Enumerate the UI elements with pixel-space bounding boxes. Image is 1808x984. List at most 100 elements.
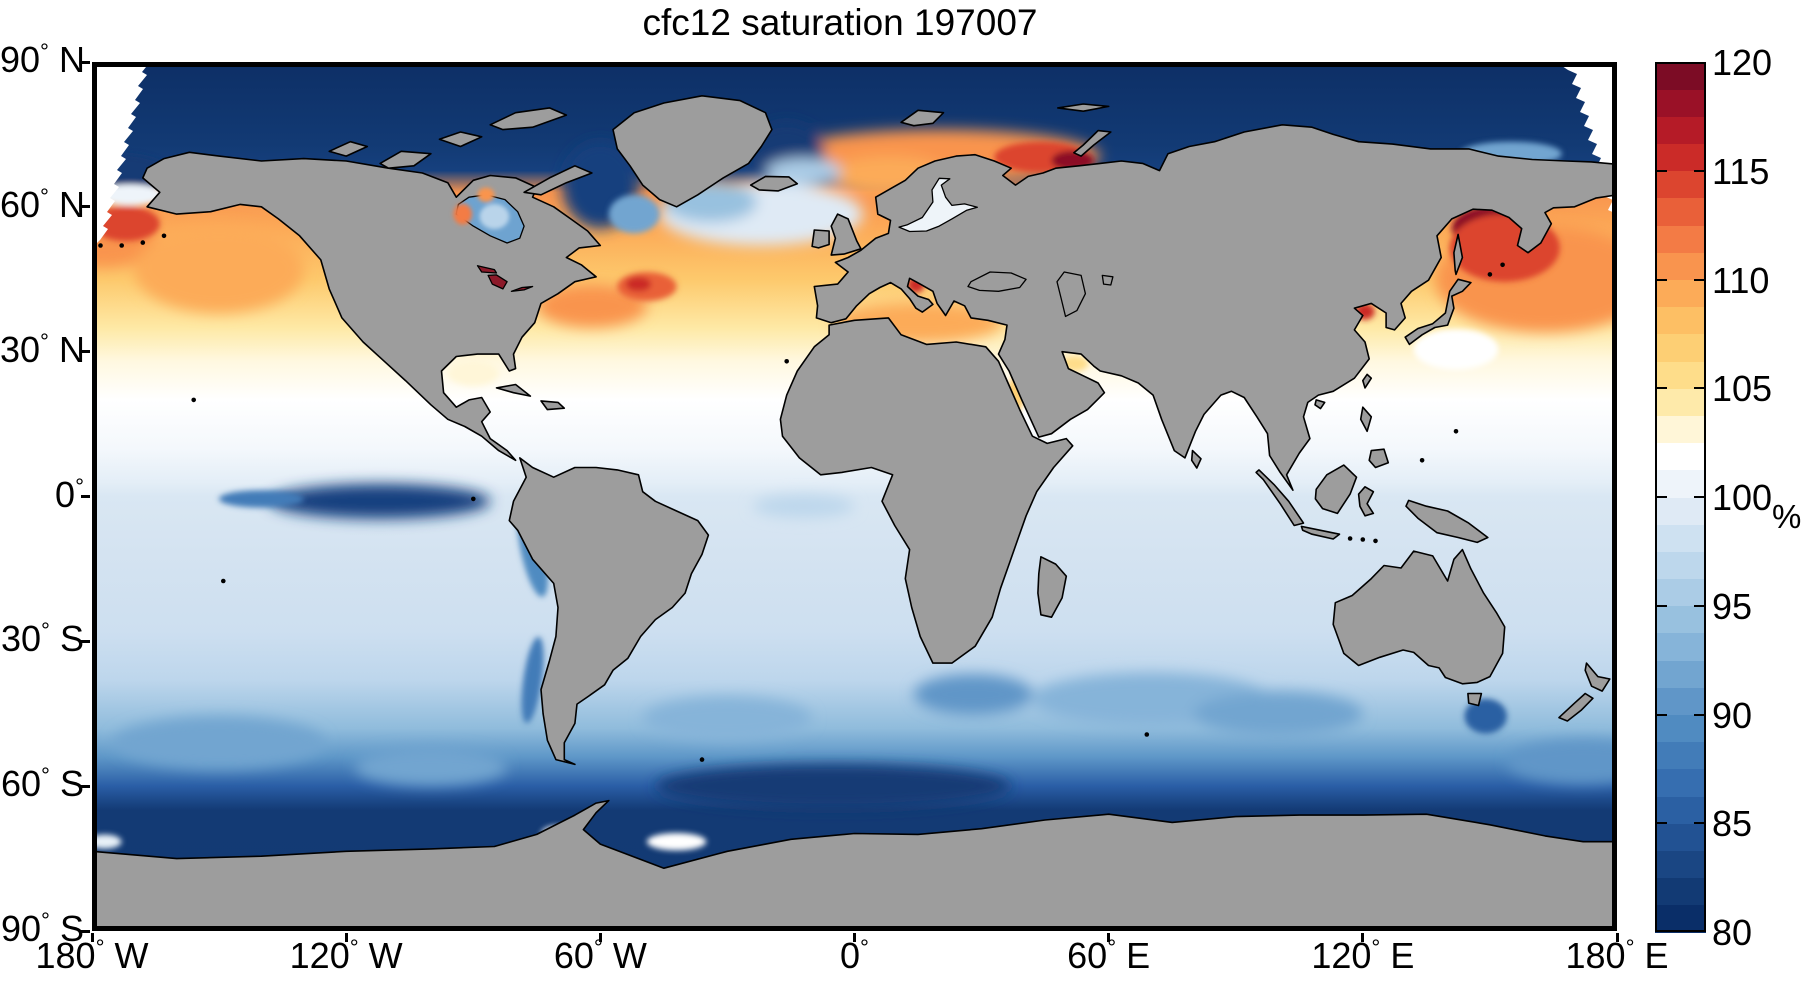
x-axis-tick	[1361, 933, 1365, 942]
land-eurasia	[813, 123, 1617, 492]
land-new-guinea	[1405, 499, 1489, 544]
land-mindanao	[1368, 448, 1390, 469]
y-axis-tick	[81, 205, 90, 209]
x-tick-label-120W: 120° W	[289, 935, 403, 976]
feature-hudson-west-orange	[453, 203, 473, 225]
colorbar-band	[1655, 660, 1706, 688]
colorbar-tick	[1655, 822, 1667, 825]
colorbar-band	[1655, 687, 1706, 715]
island-dot	[1453, 429, 1459, 434]
land-borneo	[1314, 464, 1358, 515]
colorbar-band	[1655, 252, 1706, 280]
land-antarctica	[92, 799, 1617, 931]
colorbar-band	[1655, 551, 1706, 580]
overlay-blobs	[453, 187, 510, 230]
feature-spacific-swirl	[113, 716, 325, 770]
land-baffin-island	[523, 165, 593, 196]
water-caspian-sea	[1056, 271, 1087, 318]
colorbar-tick	[1694, 169, 1706, 172]
land-great-britain	[830, 213, 862, 256]
feature-eq-atlantic-blue	[752, 494, 855, 518]
land-ellesmere-island	[489, 107, 568, 131]
land-banks-island	[328, 140, 369, 157]
y-tick-label-60N: 60° N	[0, 183, 85, 225]
feature-hudson-center-light	[479, 203, 510, 230]
feature-antarctic-navy-bulge	[655, 764, 1012, 809]
water-black-sea	[967, 271, 1027, 292]
colorbar-label-120: 120	[1712, 42, 1773, 83]
colorbar-band	[1655, 469, 1706, 498]
feature-chile-coastal-blue	[521, 636, 544, 724]
water-lake-michigan-huron	[487, 274, 508, 290]
x-tick-label-120E: 120° E	[1311, 935, 1415, 976]
land-franz-josef	[1056, 103, 1110, 113]
water-aral-sea	[1101, 274, 1114, 286]
colorbar-band	[1655, 388, 1706, 416]
y-tick-label-0: 0°	[55, 473, 84, 515]
land-south-america	[508, 457, 710, 766]
colorbar-band	[1655, 877, 1706, 906]
feature-tasman-dark	[1464, 698, 1507, 734]
land-luzon	[1359, 406, 1373, 433]
colorbar-band	[1655, 850, 1706, 879]
land-australia	[1332, 548, 1506, 685]
x-axis-tick	[598, 933, 602, 942]
y-tick-label-60S: 60° S	[1, 763, 84, 805]
island-dot	[1360, 537, 1366, 542]
land-sumatra	[1255, 469, 1305, 527]
x-axis-tick	[90, 933, 94, 942]
colorbar-band	[1655, 62, 1706, 90]
island-dot	[1373, 538, 1378, 544]
island-dot	[1347, 536, 1353, 541]
colorbar	[1655, 62, 1706, 933]
y-axis-tick	[81, 639, 90, 643]
island-dot	[119, 243, 124, 248]
landmasses	[92, 94, 1617, 931]
island-dot	[1500, 262, 1505, 268]
y-tick-label-90N: 90° N	[0, 39, 85, 80]
colorbar-label-110: 110	[1712, 259, 1770, 301]
x-axis-tick	[853, 933, 856, 942]
colorbar-band	[1655, 197, 1706, 226]
colorbar-band	[1655, 578, 1706, 607]
land-tasmania	[1467, 692, 1483, 707]
feature-ross-ice-white	[92, 834, 122, 849]
colorbar-tick	[1694, 278, 1706, 281]
y-tick-label-90S: 90° S	[1, 908, 84, 949]
colorbar-tick	[1694, 822, 1706, 825]
land-nz-north	[1584, 662, 1611, 692]
feature-kuroshio-white	[1413, 329, 1499, 370]
island-dot	[98, 243, 103, 248]
x-tick-label-60E: 60° E	[1067, 935, 1151, 976]
x-tick-label-60W: 60° W	[553, 935, 647, 976]
water-lake-erie-ontario	[510, 285, 534, 292]
colorbar-tick	[1655, 496, 1667, 498]
feature-hudson-north-orange	[477, 187, 495, 202]
feature-nz-south-blue	[1506, 739, 1617, 785]
island-dot	[161, 233, 167, 239]
water-baltic-sea	[898, 177, 978, 233]
colorbar-band	[1655, 306, 1706, 335]
land-victoria-island	[379, 150, 432, 169]
colorbar-tick	[1655, 604, 1667, 607]
colorbar-band	[1655, 768, 1706, 797]
colorbar-band	[1655, 415, 1706, 444]
land-sakhalin	[1453, 233, 1464, 276]
world-heatmap	[92, 62, 1617, 931]
colorbar-band	[1655, 89, 1706, 117]
land-hispaniola	[540, 400, 566, 411]
island-dot	[784, 359, 789, 364]
small-islands	[98, 233, 1505, 762]
colorbar-band	[1655, 741, 1706, 770]
island-dot	[1144, 732, 1150, 737]
feature-eq-pacific-navy-tongue	[270, 483, 491, 519]
x-axis-tick	[1615, 933, 1619, 942]
colorbar-tick	[1655, 713, 1667, 716]
colorbar-band	[1655, 170, 1706, 199]
island-dot	[471, 496, 476, 502]
y-tick-label-30N: 30° N	[0, 328, 85, 370]
colorbar-band	[1655, 524, 1706, 552]
colorbar-tick	[1694, 496, 1706, 498]
colorbar-band	[1655, 605, 1706, 634]
y-axis-tick	[81, 350, 90, 354]
